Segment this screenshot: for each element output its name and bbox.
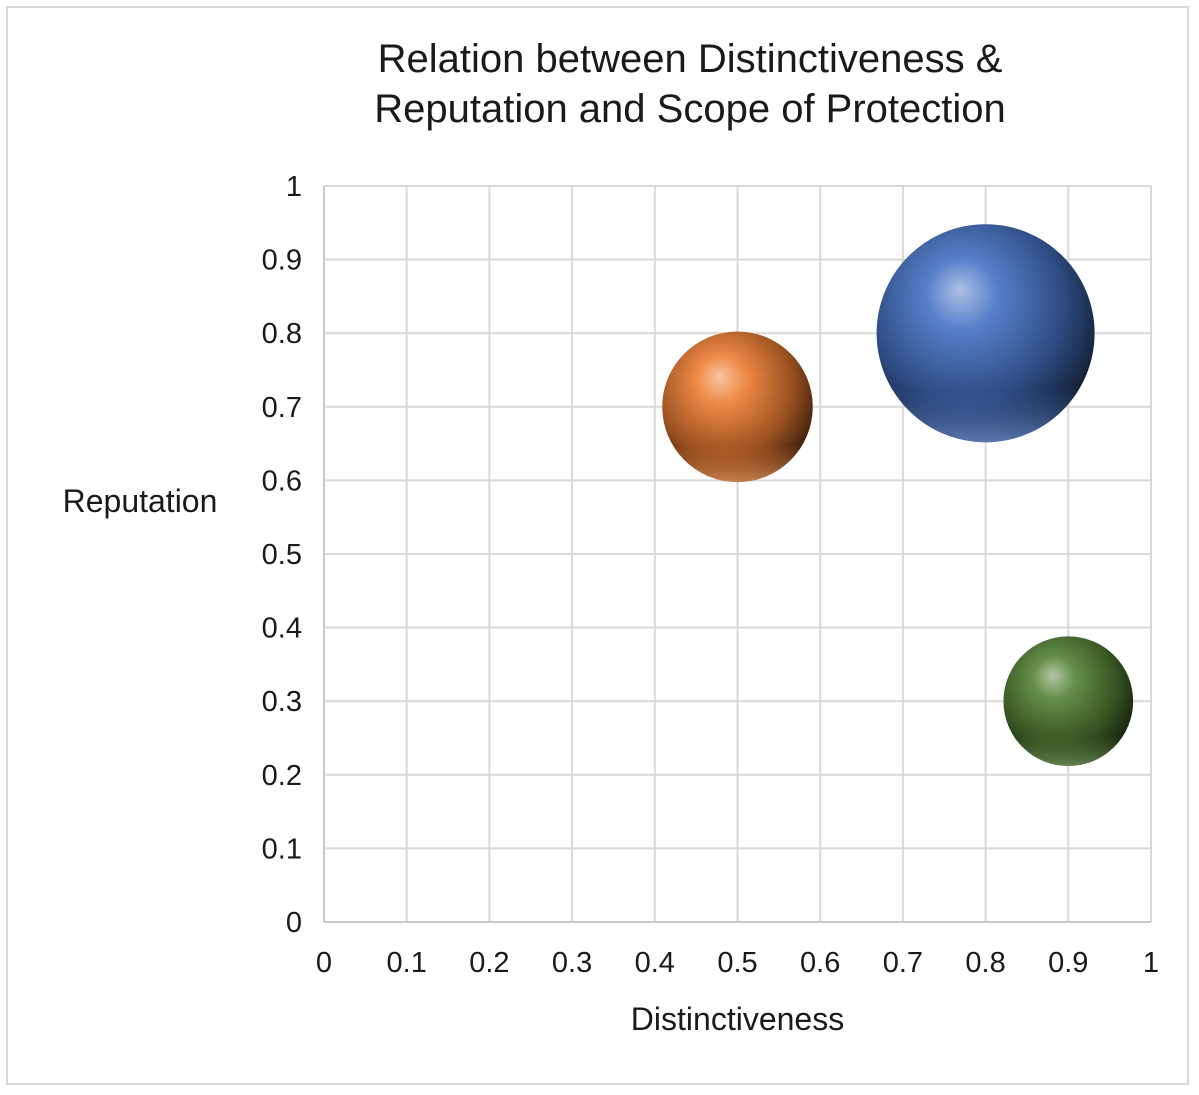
- y-tick-label: 0: [286, 907, 302, 939]
- x-tick-label: 0.4: [635, 947, 675, 979]
- x-tick-label: 0.6: [800, 947, 840, 979]
- chart-title-line-2: Reputation and Scope of Protection: [374, 87, 1006, 131]
- x-tick-label: 0.7: [883, 947, 923, 979]
- bubbles: [662, 224, 1134, 767]
- y-tick-label: 0.3: [262, 686, 302, 718]
- x-tick-label: 0: [316, 947, 332, 979]
- x-tick-labels: 0 0.1 0.2 0.3 0.4 0.5 0.6 0.7 0.8 0.9 1: [316, 947, 1159, 979]
- x-axis-title: Distinctiveness: [631, 1001, 844, 1037]
- y-tick-label: 1: [286, 171, 302, 203]
- x-tick-label: 0.9: [1048, 947, 1088, 979]
- bubble-rim-highlight: [876, 224, 1095, 443]
- y-tick-label: 0.5: [262, 539, 302, 571]
- axes: [323, 186, 1151, 923]
- bubble-rim-highlight: [1003, 636, 1134, 767]
- y-tick-label: 0.6: [262, 465, 302, 497]
- x-tick-label: 0.1: [387, 947, 427, 979]
- x-tick-label: 0.8: [965, 947, 1005, 979]
- y-tick-label: 0.1: [262, 833, 302, 865]
- y-tick-labels: 0 0.1 0.2 0.3 0.4 0.5 0.6 0.7 0.8 0.9 1: [262, 171, 302, 939]
- y-tick-label: 0.7: [262, 392, 302, 424]
- y-tick-label: 0.8: [262, 318, 302, 350]
- chart-title-line-1: Relation between Distinctiveness &: [377, 37, 1003, 81]
- y-tick-label: 0.2: [262, 760, 302, 792]
- y-tick-label: 0.4: [262, 613, 302, 645]
- chart-title: Relation between Distinctiveness & Reput…: [240, 34, 1140, 134]
- x-tick-label: 0.2: [469, 947, 509, 979]
- y-axis-title: Reputation: [63, 483, 218, 519]
- x-tick-label: 0.5: [717, 947, 757, 979]
- bubble-rim-highlight: [662, 331, 813, 483]
- x-tick-label: 1: [1143, 947, 1159, 979]
- y-tick-label: 0.9: [262, 245, 302, 277]
- x-tick-label: 0.3: [552, 947, 592, 979]
